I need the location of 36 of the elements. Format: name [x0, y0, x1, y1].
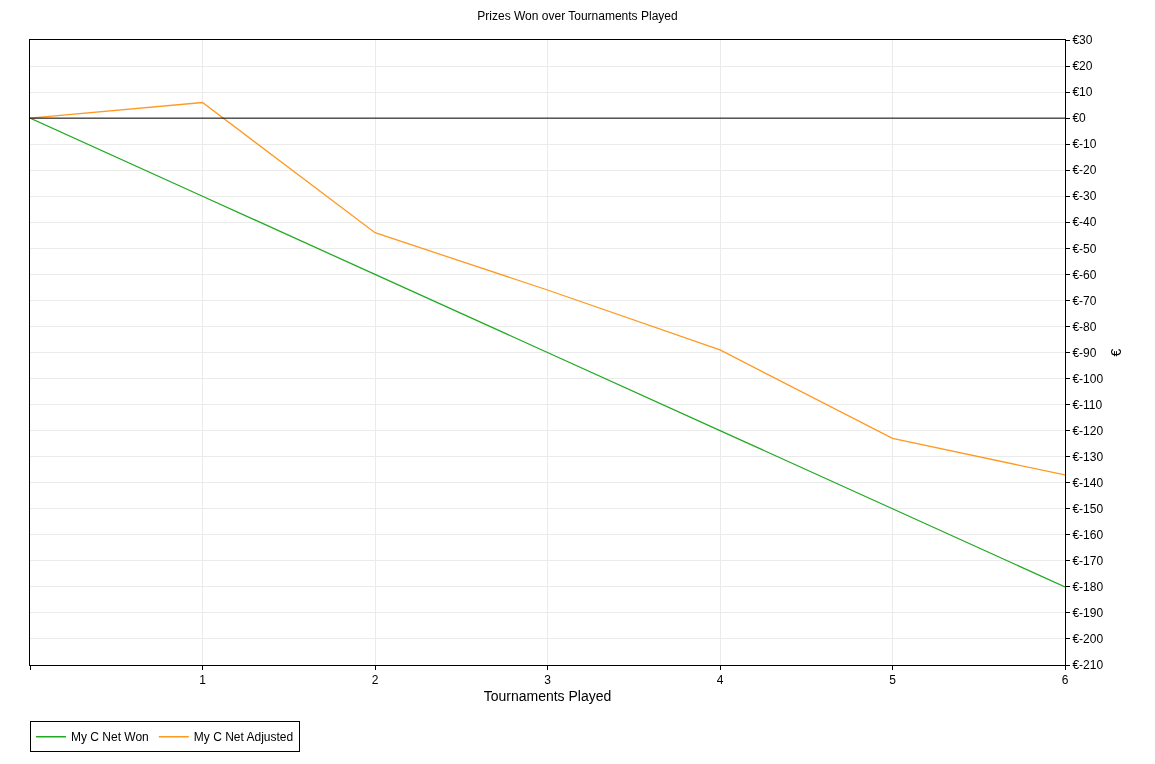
y-tick-label: €-80: [1072, 319, 1097, 334]
y-tick-label: €-10: [1072, 137, 1097, 152]
y-tick-label: €-20: [1072, 163, 1097, 178]
y-tick-label: €10: [1072, 85, 1093, 100]
x-axis-title: Tournaments Played: [483, 687, 612, 704]
y-tick-label: €-150: [1072, 501, 1104, 516]
legend-label: My C Net Adjusted: [193, 730, 294, 745]
x-tick-label: 6: [1061, 673, 1069, 688]
y-tick-label: €-160: [1072, 527, 1104, 542]
y-tick-label: €20: [1072, 59, 1093, 74]
chart-title: Prizes Won over Tournaments Played: [477, 8, 678, 23]
y-axis-title: €: [1107, 348, 1124, 357]
y-tick-label: €-140: [1072, 475, 1104, 490]
y-tick-label: €-70: [1072, 293, 1097, 308]
y-tick-label: €-30: [1072, 189, 1097, 204]
y-tick-label: €-170: [1072, 554, 1104, 569]
y-tick-label: €0: [1072, 111, 1087, 126]
y-tick-label: €-190: [1072, 606, 1104, 621]
y-tick-label: €-90: [1072, 345, 1097, 360]
y-tick-label: €-50: [1072, 241, 1097, 256]
x-tick-label: 5: [889, 673, 897, 688]
y-tick-label: €-100: [1072, 371, 1104, 386]
y-tick-label: €-200: [1072, 632, 1104, 647]
x-tick-label: 1: [199, 673, 207, 688]
x-tick-label: 2: [371, 673, 379, 688]
y-tick-label: €-130: [1072, 449, 1104, 464]
y-tick-label: €-110: [1072, 397, 1103, 412]
y-tick-label: €-40: [1072, 215, 1097, 230]
x-tick-label: 4: [716, 673, 724, 688]
y-tick-label: €30: [1072, 33, 1093, 48]
y-tick-label: €-120: [1072, 423, 1104, 438]
x-tick-label: 3: [544, 673, 552, 688]
y-tick-label: €-60: [1072, 267, 1097, 282]
legend-label: My C Net Won: [71, 730, 149, 745]
y-tick-label: €-180: [1072, 580, 1104, 595]
y-tick-label: €-210: [1072, 658, 1104, 673]
